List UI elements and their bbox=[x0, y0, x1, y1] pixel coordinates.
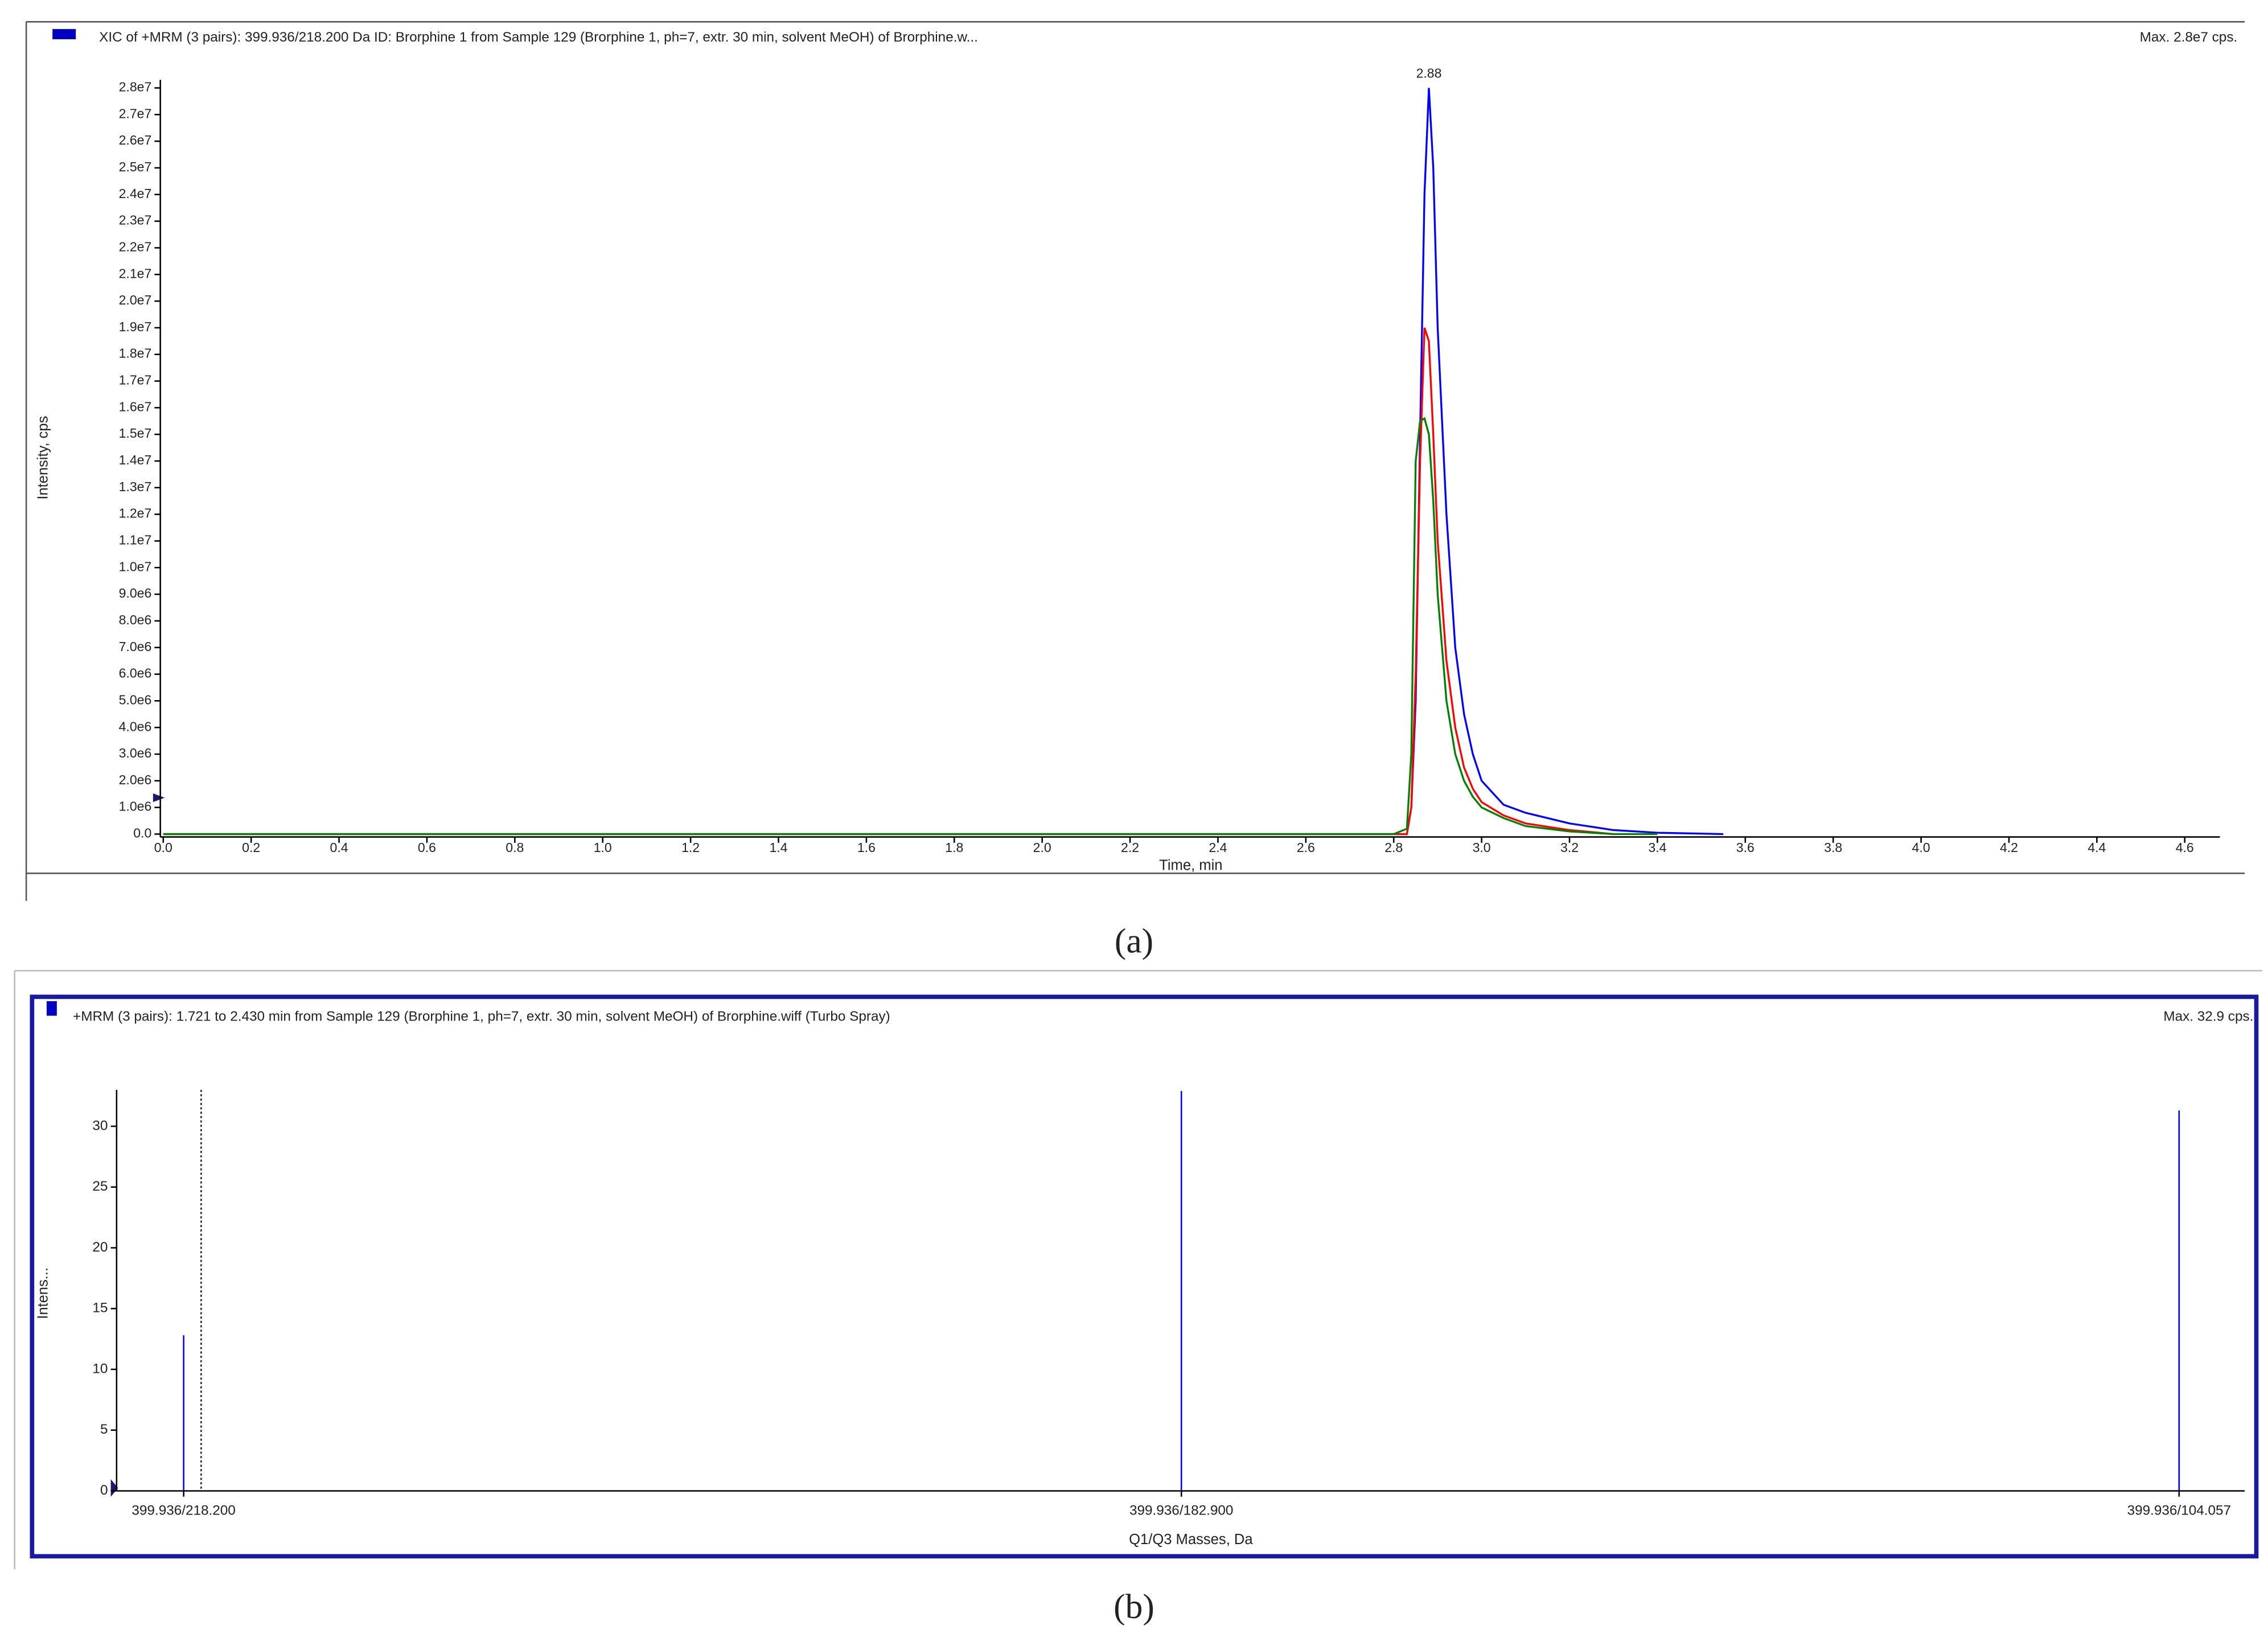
panel-border bbox=[30, 994, 2259, 1559]
y-tick-label: 10 bbox=[92, 1361, 108, 1376]
chart-title: XIC of +MRM (3 pairs): 399.936/218.200 D… bbox=[99, 30, 978, 45]
caption: (b) bbox=[1114, 1587, 1154, 1626]
y-tick-label: 2.6e7 bbox=[119, 133, 152, 147]
y-tick-label: 5 bbox=[100, 1422, 108, 1437]
x-tick-label: 3.6 bbox=[1736, 840, 1755, 855]
x-tick-label: 399.936/218.200 bbox=[132, 1503, 235, 1518]
series-line bbox=[163, 417, 1658, 836]
y-tick-label: 2.0e6 bbox=[119, 772, 152, 787]
y-tick-label: 1.4e7 bbox=[119, 452, 152, 467]
y-tick-label: 6.0e6 bbox=[119, 666, 152, 681]
y-tick-label: 7.0e6 bbox=[119, 639, 152, 654]
x-tick-label: 3.4 bbox=[1648, 840, 1666, 855]
x-tick-label: 4.0 bbox=[1912, 840, 1930, 855]
x-tick-label: 399.936/182.900 bbox=[1129, 1503, 1233, 1518]
x-tick-label: 1.8 bbox=[945, 840, 963, 855]
y-tick-label: 1.2e7 bbox=[119, 506, 152, 521]
peak-label: 2.88 bbox=[1416, 65, 1442, 80]
y-tick-label: 2.2e7 bbox=[119, 239, 152, 254]
y-axis-label: Intensity, cps bbox=[35, 416, 51, 500]
y-tick-label: 20 bbox=[92, 1240, 108, 1255]
x-tick-label: 3.8 bbox=[1824, 840, 1842, 855]
y-tick-label: 0 bbox=[100, 1483, 108, 1498]
max-label: Max. 32.9 cps. bbox=[2163, 1009, 2253, 1024]
y-tick-label: 1.0e7 bbox=[119, 559, 152, 574]
y-tick-label: 1.0e6 bbox=[119, 799, 152, 814]
x-tick-label: 1.4 bbox=[769, 840, 787, 855]
y-tick-label: 2.1e7 bbox=[119, 266, 152, 281]
y-tick-label: 2.4e7 bbox=[119, 186, 152, 201]
x-tick-label: 2.0 bbox=[1033, 840, 1051, 855]
baseline-marker bbox=[153, 793, 165, 803]
x-tick-label: 399.936/104.057 bbox=[2127, 1503, 2231, 1518]
caption: (a) bbox=[1115, 922, 1153, 961]
baseline-marker bbox=[110, 1479, 118, 1497]
y-tick-label: 2.5e7 bbox=[119, 159, 152, 174]
x-axis-label: Time, min bbox=[1159, 857, 1222, 873]
y-tick-label: 15 bbox=[92, 1301, 108, 1316]
y-axis-label: Intens... bbox=[35, 1267, 51, 1319]
x-tick-label: 0.4 bbox=[330, 840, 348, 855]
x-tick-label: 0.6 bbox=[418, 840, 436, 855]
y-tick-label: 1.8e7 bbox=[119, 346, 152, 361]
y-tick-label: 1.5e7 bbox=[119, 426, 152, 441]
y-tick-label: 5.0e6 bbox=[119, 692, 152, 707]
y-tick-label: 0.0 bbox=[133, 826, 151, 841]
x-tick-label: 4.4 bbox=[2088, 840, 2106, 855]
y-tick-label: 2.7e7 bbox=[119, 106, 152, 121]
y-tick-label: 2.0e7 bbox=[119, 293, 152, 307]
x-tick-label: 2.4 bbox=[1209, 840, 1227, 855]
x-tick-label: 1.2 bbox=[681, 840, 700, 855]
legend-swatch bbox=[52, 29, 76, 39]
y-tick-label: 2.3e7 bbox=[119, 213, 152, 228]
y-tick-label: 1.7e7 bbox=[119, 373, 152, 388]
y-tick-label: 1.1e7 bbox=[119, 533, 152, 548]
y-tick-label: 4.0e6 bbox=[119, 719, 152, 734]
x-tick-label: 0.8 bbox=[506, 840, 524, 855]
x-tick-label: 4.6 bbox=[2176, 840, 2194, 855]
y-tick-label: 1.3e7 bbox=[119, 479, 152, 494]
x-tick-label: 0.0 bbox=[154, 840, 172, 855]
y-tick-label: 25 bbox=[92, 1179, 108, 1194]
x-tick-label: 4.2 bbox=[2000, 840, 2018, 855]
x-tick-label: 2.6 bbox=[1297, 840, 1315, 855]
y-tick-label: 1.6e7 bbox=[119, 399, 152, 414]
y-tick-label: 3.0e6 bbox=[119, 746, 152, 760]
x-tick-label: 2.8 bbox=[1384, 840, 1403, 855]
y-tick-label: 2.8e7 bbox=[119, 80, 152, 94]
x-axis-label: Q1/Q3 Masses, Da bbox=[1129, 1532, 1253, 1548]
series-line bbox=[163, 327, 1614, 836]
y-tick-label: 8.0e6 bbox=[119, 612, 152, 627]
y-tick-label: 1.9e7 bbox=[119, 319, 152, 334]
legend-swatch bbox=[46, 1001, 57, 1016]
x-tick-label: 2.2 bbox=[1121, 840, 1139, 855]
max-label: Max. 2.8e7 cps. bbox=[2140, 30, 2238, 45]
y-tick-label: 30 bbox=[92, 1118, 108, 1133]
chart-title: +MRM (3 pairs): 1.721 to 2.430 min from … bbox=[73, 1009, 890, 1024]
x-tick-label: 1.0 bbox=[594, 840, 612, 855]
x-tick-label: 3.0 bbox=[1473, 840, 1491, 855]
x-tick-label: 3.2 bbox=[1560, 840, 1579, 855]
y-tick-label: 9.0e6 bbox=[119, 586, 152, 600]
x-tick-label: 0.2 bbox=[242, 840, 260, 855]
x-tick-label: 1.6 bbox=[857, 840, 876, 855]
